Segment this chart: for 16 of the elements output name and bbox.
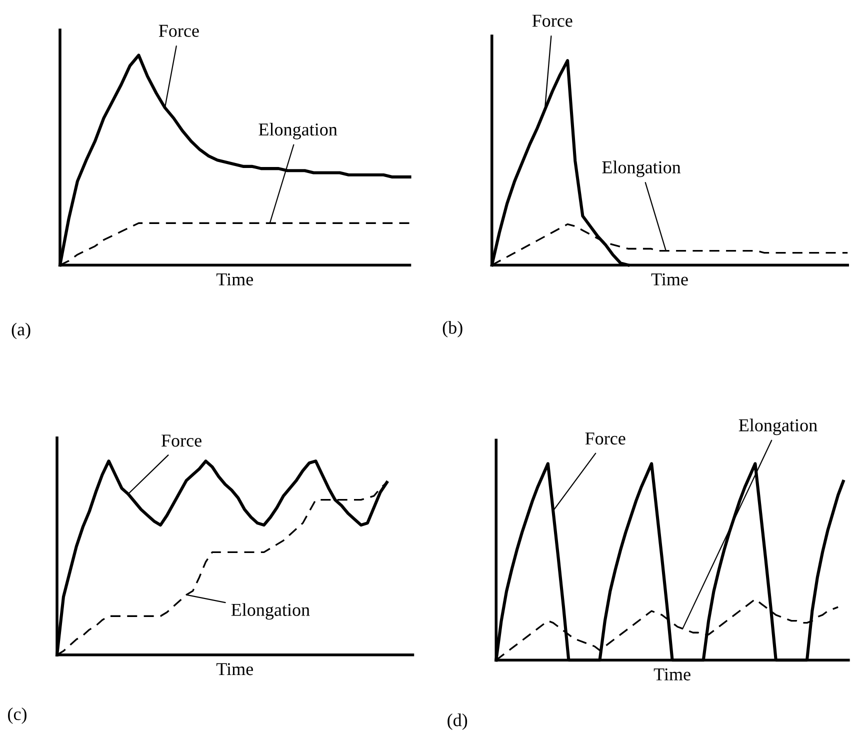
x-axis-title: Time bbox=[216, 663, 253, 676]
text: Elongation bbox=[258, 122, 338, 140]
x-axis-title: Time bbox=[654, 668, 690, 680]
text: (d) bbox=[448, 714, 468, 730]
text: Elongation bbox=[231, 603, 310, 620]
text: (a) bbox=[12, 322, 30, 340]
x-axis-title: Time bbox=[216, 273, 253, 286]
text: (c) bbox=[8, 707, 26, 724]
series-label: Force bbox=[532, 14, 572, 27]
series-label: Force bbox=[585, 432, 626, 445]
x-axis-title: Time bbox=[651, 273, 688, 286]
text: Elongation bbox=[602, 160, 681, 178]
series-label: Force bbox=[161, 434, 202, 447]
text: (b) bbox=[442, 321, 462, 338]
series-label: Force bbox=[158, 24, 199, 37]
text: Elongation bbox=[738, 418, 818, 436]
